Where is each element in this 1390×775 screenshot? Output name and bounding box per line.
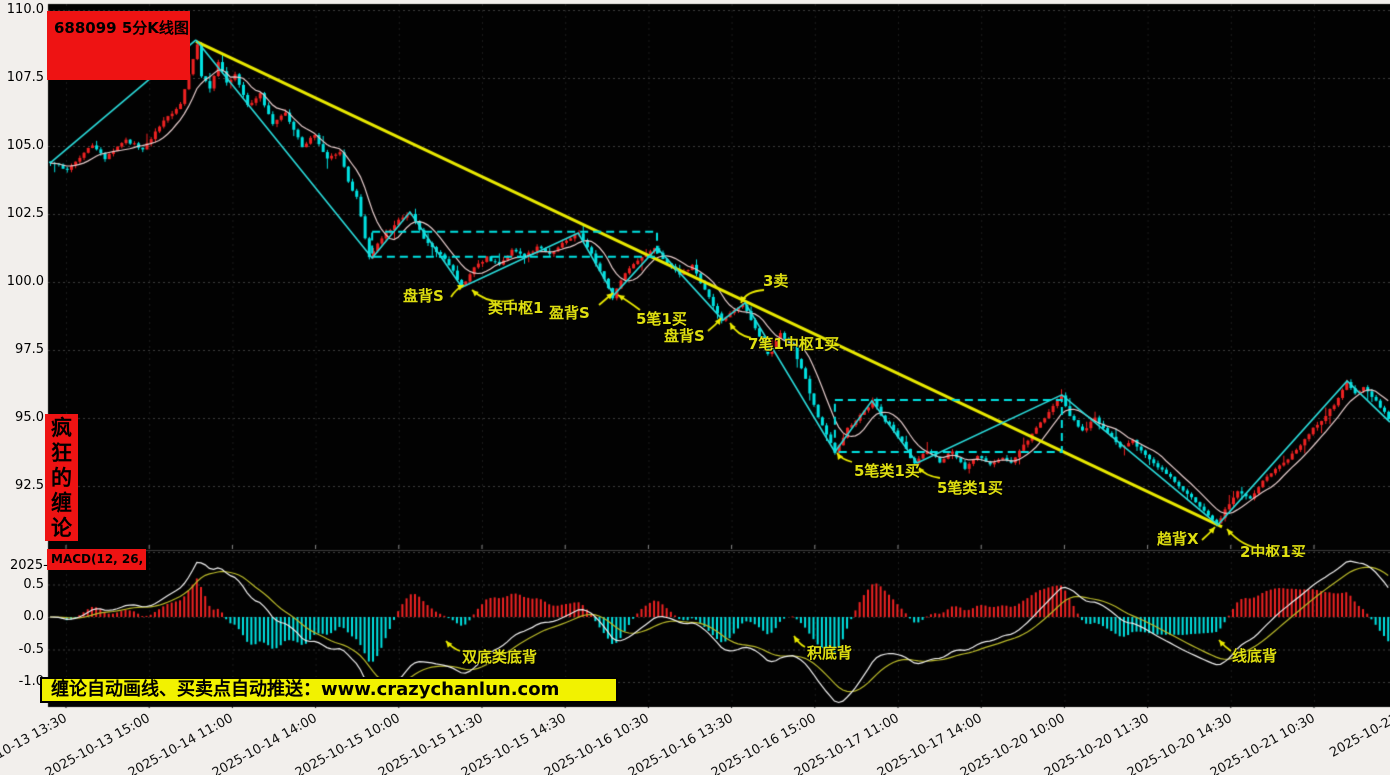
clipped-date-label: 2025- (10, 558, 48, 573)
price-tick-label: 95.0 (15, 410, 44, 425)
chan-annotation: 5笔1买 (636, 310, 687, 328)
chan-annotation: 盘背S (403, 287, 444, 305)
price-tick-label: 97.5 (15, 342, 44, 357)
chan-annotation: 盈背S (549, 304, 590, 322)
promo-banner: 缠论自动画线、买卖点自动推送：www.crazychanlun.com (40, 677, 618, 703)
chan-annotation: 积底背 (807, 644, 853, 662)
macd-indicator-label: MACD(12, 26, 9) (51, 552, 146, 566)
brand-watermark: 疯狂的缠论 (45, 414, 78, 541)
chan-annotation: 双底类底背 (462, 648, 538, 666)
macd-tick-label: 0.0 (23, 609, 44, 624)
price-tick-label: 102.5 (6, 206, 44, 221)
symbol-title: 688099 5分K线图 (54, 19, 189, 37)
symbol-title-box: 688099 5分K线图 (47, 11, 190, 80)
price-tick-label: 107.5 (6, 70, 44, 85)
brand-watermark-text: 疯狂的缠论 (51, 416, 72, 540)
price-tick-label: 105.0 (6, 138, 44, 153)
chan-annotation: 趋背X (1157, 530, 1199, 548)
promo-banner-text: 缠论自动画线、买卖点自动推送：www.crazychanlun.com (51, 679, 560, 700)
chan-annotation: 类中枢1 (488, 299, 544, 317)
macd-indicator-label-box: MACD(12, 26, 9) (47, 549, 146, 570)
chan-annotation: 2中枢1买 (1240, 544, 1306, 557)
price-tick-label: 110.0 (6, 2, 44, 17)
macd-tick-label: -0.5 (18, 641, 44, 657)
chan-annotation: 线底背 (1232, 647, 1278, 665)
macd-tick-label: -1.0 (18, 674, 44, 689)
price-tick-label: 100.0 (6, 274, 44, 289)
chan-annotation: 5笔类1买 (854, 462, 920, 480)
chan-annotation: 盘背S (664, 327, 705, 345)
chan-annotation: 5笔类1买 (937, 479, 1003, 497)
price-tick-label: 92.5 (15, 478, 44, 493)
chan-annotation: 3卖 (763, 272, 789, 290)
chan-annotation: 7笔1中枢1买 (748, 335, 840, 353)
macd-tick-label: 0.5 (23, 576, 44, 592)
